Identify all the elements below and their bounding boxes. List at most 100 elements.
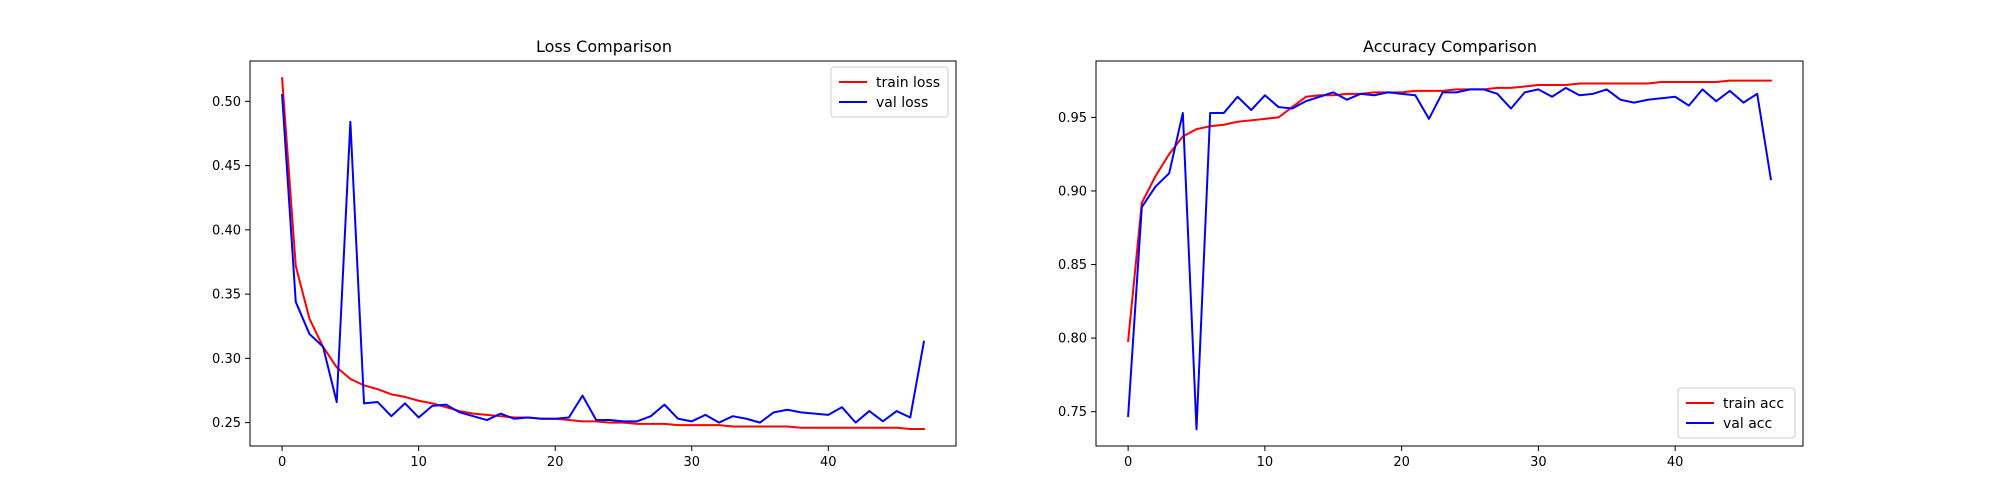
data-point [691,420,693,422]
data-point [1250,109,1252,111]
data-point [1195,428,1197,430]
data-point [1195,128,1197,130]
x-tick-label: 10 [410,455,427,470]
data-point [868,410,870,412]
data-point [745,418,747,420]
data-point [568,416,570,418]
data-point [622,420,624,422]
chart-title: Loss Comparison [536,37,672,56]
legend: train loss val loss [830,66,949,118]
data-point [909,416,911,418]
data-point [1619,99,1621,101]
data-point [636,420,638,422]
data-point [513,418,515,420]
data-point [1469,88,1471,90]
data-point [417,400,419,402]
data-point [1428,90,1430,92]
data-point [1223,124,1225,126]
y-tick-label: 0.40 [212,223,241,238]
data-point [568,419,570,421]
data-point [1701,81,1703,83]
data-point [786,409,788,411]
x-tick-label: 40 [1667,455,1684,470]
series-line-val-loss [281,93,926,424]
data-point [677,424,679,426]
legend-entry: train loss [876,75,940,91]
data-point [1770,178,1772,180]
data-point [1537,88,1539,90]
legend: train acc val acc [1677,387,1796,439]
data-point [308,317,310,319]
data-point [281,77,283,79]
data-point [1701,88,1703,90]
data-point [1168,172,1170,174]
data-point [1236,96,1238,98]
data-point [718,421,720,423]
data-point [704,414,706,416]
data-point [882,427,884,429]
data-point [1373,94,1375,96]
data-point [663,423,665,425]
data-point [1209,112,1211,114]
data-point [827,414,829,416]
data-point [1414,90,1416,92]
data-point [636,423,638,425]
data-point [882,420,884,422]
data-point [1551,84,1553,86]
data-point [923,428,925,430]
data-point [1742,101,1744,103]
data-point [909,428,911,430]
data-point [1578,94,1580,96]
y-tick-label: 0.25 [212,416,241,431]
data-point [1496,87,1498,89]
data-point [554,418,556,420]
data-point [1291,107,1293,109]
data-point [527,416,529,418]
plot-area-frame [249,60,957,447]
data-point [349,378,351,380]
data-point [1647,82,1649,84]
data-point [663,403,665,405]
data-point [841,427,843,429]
x-tick-label: 10 [1257,455,1274,470]
data-point [1715,81,1717,83]
data-point [445,406,447,408]
data-point [1496,93,1498,95]
data-point [1359,93,1361,95]
data-point [1346,93,1348,95]
series-points-val-loss [281,94,925,424]
y-tick-label: 0.50 [212,95,241,110]
data-point [1277,106,1279,108]
data-point [854,427,856,429]
data-point [1441,91,1443,93]
data-point [390,393,392,395]
data-point [923,340,925,342]
data-point [431,405,433,407]
data-point [1346,99,1348,101]
data-point [1551,96,1553,98]
data-point [1332,94,1334,96]
data-point [581,420,583,422]
data-point [1455,91,1457,93]
data-point [1537,84,1539,86]
y-tick-label: 0.30 [212,352,241,367]
data-point [1715,100,1717,102]
data-point [1756,93,1758,95]
data-point [609,421,611,423]
data-point [1236,121,1238,123]
data-point [1141,202,1143,204]
data-point [595,419,597,421]
data-point [1633,101,1635,103]
data-point [1578,82,1580,84]
data-point [1742,79,1744,81]
x-tick-label: 20 [1393,455,1410,470]
data-point [1318,96,1320,98]
data-point [772,411,774,413]
data-point [677,418,679,420]
data-point [1606,88,1608,90]
data-point [1428,118,1430,120]
data-point [1674,81,1676,83]
data-point [390,415,392,417]
legend-entry: val loss [876,95,928,111]
data-point [1729,90,1731,92]
